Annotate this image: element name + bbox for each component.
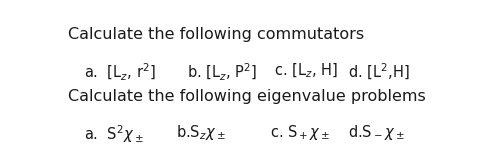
Text: c. [L$_z$, H]: c. [L$_z$, H] xyxy=(274,62,338,80)
Text: a.  S$^2$$\chi$$_\pm$: a. S$^2$$\chi$$_\pm$ xyxy=(84,124,144,145)
Text: d.S$_-$$\chi$$_\pm$: d.S$_-$$\chi$$_\pm$ xyxy=(348,124,404,143)
Text: Calculate the following commutators: Calculate the following commutators xyxy=(68,27,364,42)
Text: a.  [L$_z$, r$^2$]: a. [L$_z$, r$^2$] xyxy=(84,62,156,83)
Text: c. S$_+$$\chi$$_\pm$: c. S$_+$$\chi$$_\pm$ xyxy=(270,124,330,143)
Text: b. [L$_z$, P$^2$]: b. [L$_z$, P$^2$] xyxy=(187,62,257,83)
Text: b.S$_z$$\chi$$_\pm$: b.S$_z$$\chi$$_\pm$ xyxy=(175,124,225,143)
Text: d. [L$^2$,H]: d. [L$^2$,H] xyxy=(348,62,410,82)
Text: Calculate the following eigenvalue problems: Calculate the following eigenvalue probl… xyxy=(68,89,425,104)
